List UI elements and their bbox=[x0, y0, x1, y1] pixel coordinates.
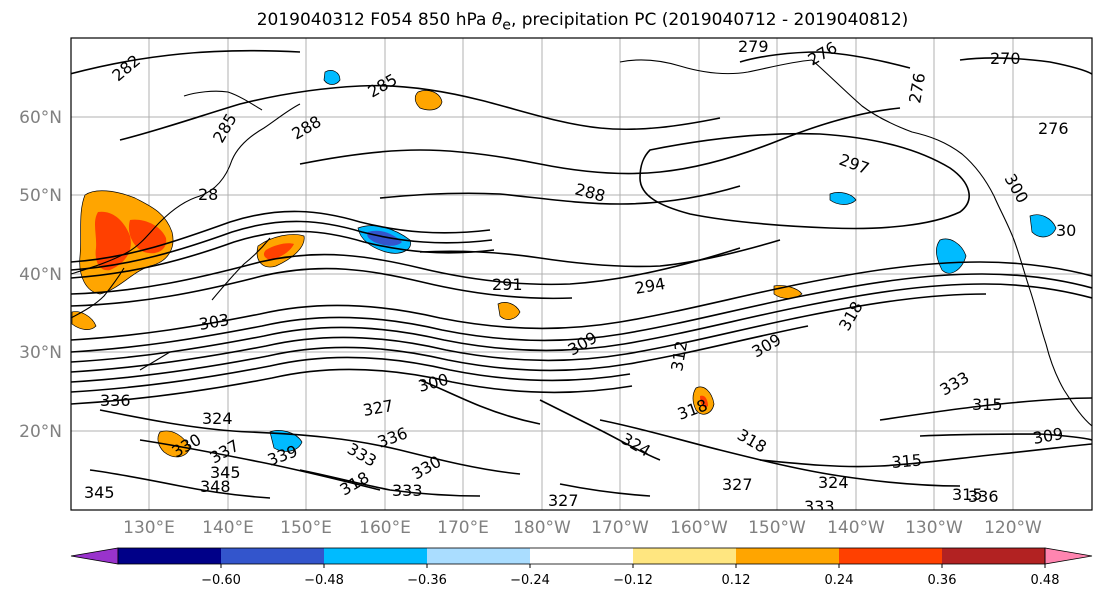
contour-label: 327 bbox=[722, 475, 753, 494]
contour-label: 324 bbox=[818, 473, 849, 492]
colorbar-tick-label: −0.48 bbox=[304, 573, 344, 588]
colorbar-extend-max bbox=[1044, 547, 1093, 565]
precipitation-shading bbox=[71, 70, 1057, 458]
contour-label: 345 bbox=[84, 483, 115, 502]
colorbar-ticks: −0.60 −0.48 −0.36 −0.24 −0.12 0.12 0.24 0.36 0.4… bbox=[201, 564, 1060, 588]
lat-label: 50°N bbox=[19, 186, 62, 206]
precip-region-west-coast bbox=[936, 238, 967, 274]
lat-label: 40°N bbox=[19, 265, 62, 285]
lon-label: 160°W bbox=[670, 518, 728, 538]
latitude-labels: 60°N 50°N 40°N 30°N 20°N bbox=[19, 108, 62, 442]
precip-region-central-pacific bbox=[497, 302, 521, 320]
lon-label: 150°E bbox=[280, 518, 332, 538]
lon-label: 170°W bbox=[591, 518, 649, 538]
colorbar: −0.60 −0.48 −0.36 −0.24 −0.12 0.12 0.24 0.36 0.4… bbox=[70, 547, 1093, 588]
contour-label: 336 bbox=[968, 487, 999, 506]
theta-e-contours bbox=[71, 49, 1092, 499]
map-title: 2019040312 F054 850 hPa θe, precipitatio… bbox=[256, 10, 909, 34]
precip-region-east-ne bbox=[773, 285, 803, 299]
contour-label: 28 bbox=[198, 185, 218, 204]
colorbar-tick-label: 0.36 bbox=[928, 573, 957, 588]
contour-label: 315 bbox=[891, 450, 923, 472]
colorbar-segment bbox=[633, 548, 737, 564]
colorbar-extend-min bbox=[70, 547, 119, 565]
lon-label: 170°E bbox=[437, 518, 489, 538]
map-frame bbox=[70, 37, 1093, 511]
colorbar-segments bbox=[118, 548, 1046, 564]
colorbar-tick-label: 0.12 bbox=[722, 573, 751, 588]
precip-region-subtropical-2 bbox=[157, 430, 191, 458]
colorbar-tick-label: 0.24 bbox=[825, 573, 854, 588]
precip-region-west-coast-2 bbox=[1029, 214, 1057, 238]
lon-label: 130°W bbox=[905, 518, 963, 538]
colorbar-segment bbox=[839, 548, 943, 564]
lon-label: 120°W bbox=[984, 518, 1042, 538]
contour-label: 291 bbox=[492, 275, 523, 294]
colorbar-segment bbox=[221, 548, 325, 564]
precip-region-kamchatka bbox=[414, 90, 443, 111]
precip-region-alaska-gulf bbox=[829, 192, 857, 205]
colorbar-segment bbox=[942, 548, 1046, 564]
colorbar-tick-label: −0.12 bbox=[613, 573, 653, 588]
colorbar-segment bbox=[530, 548, 634, 564]
lon-label: 140°E bbox=[202, 518, 254, 538]
lon-label: 180°W bbox=[513, 518, 571, 538]
contour-label: 279 bbox=[738, 37, 769, 56]
colorbar-segment bbox=[427, 548, 531, 564]
lon-label: 160°E bbox=[359, 518, 411, 538]
contour-label: 327 bbox=[548, 491, 579, 510]
contour-label: 315 bbox=[952, 485, 983, 504]
colorbar-tick-label: 0.48 bbox=[1031, 573, 1060, 588]
contour-label: 345 bbox=[210, 463, 241, 482]
colorbar-tick-label: −0.24 bbox=[510, 573, 550, 588]
contour-label: 30 bbox=[1056, 221, 1076, 240]
contour-label: 324 bbox=[202, 409, 233, 428]
precip-region-subtropical-1-core bbox=[700, 395, 708, 408]
colorbar-tick-label: −0.60 bbox=[201, 573, 241, 588]
contour-label: 336 bbox=[100, 391, 131, 410]
precip-region-japan-core bbox=[263, 243, 294, 260]
precip-region-bering bbox=[323, 70, 341, 85]
colorbar-segment bbox=[324, 548, 428, 564]
contour-label: 315 bbox=[972, 395, 1003, 414]
longitude-labels: 130°E 140°E 150°E 160°E 170°E 180°W 170°… bbox=[123, 518, 1042, 538]
contour-label: 276 bbox=[1038, 119, 1069, 138]
contour-label: 348 bbox=[200, 477, 231, 496]
precip-region-hawaii bbox=[269, 430, 303, 452]
lon-label: 130°E bbox=[123, 518, 175, 538]
lat-label: 60°N bbox=[19, 108, 62, 128]
contour-label: 333 bbox=[804, 497, 835, 516]
lat-label: 20°N bbox=[19, 422, 62, 442]
lon-label: 150°W bbox=[748, 518, 806, 538]
contour-label: 270 bbox=[990, 49, 1021, 68]
colorbar-frame bbox=[117, 547, 1046, 565]
lat-label: 30°N bbox=[19, 343, 62, 363]
colorbar-segment bbox=[118, 548, 222, 564]
contour-labels: 282 285 288 279 276 270 276 276 285 288 … bbox=[84, 37, 1076, 516]
colorbar-tick-label: −0.36 bbox=[407, 573, 447, 588]
contour-label: 333 bbox=[392, 481, 423, 500]
lon-label: 140°W bbox=[827, 518, 885, 538]
colorbar-segment bbox=[736, 548, 840, 564]
coastlines bbox=[71, 59, 1092, 427]
